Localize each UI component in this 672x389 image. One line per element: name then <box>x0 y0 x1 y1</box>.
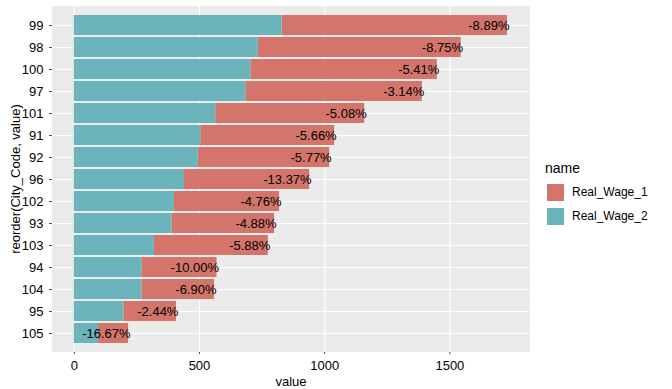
svg-text:500: 500 <box>189 358 211 373</box>
svg-text:-2.44%: -2.44% <box>137 304 179 319</box>
svg-text:-3.14%: -3.14% <box>383 84 425 99</box>
svg-text:-4.76%: -4.76% <box>240 194 282 209</box>
svg-text:-5.77%: -5.77% <box>290 150 332 165</box>
html-text:name: name <box>545 159 580 176</box>
svg-text:94: 94 <box>29 260 43 275</box>
html-text:Real_Wage_2: Real_Wage_2 <box>572 209 648 223</box>
svg-text:98: 98 <box>29 40 43 55</box>
html-text:Real_Wage_1: Real_Wage_1 <box>572 185 648 199</box>
svg-text:-5.66%: -5.66% <box>295 128 337 143</box>
svg-text:-8.89%: -8.89% <box>468 18 510 33</box>
svg-text:101: 101 <box>22 106 44 121</box>
svg-text:reorder(City_Code, value): reorder(City_Code, value) <box>8 104 23 254</box>
svg-text:1500: 1500 <box>435 358 464 373</box>
svg-text:102: 102 <box>22 194 44 209</box>
svg-text:95: 95 <box>29 304 43 319</box>
svg-text:-6.90%: -6.90% <box>175 282 217 297</box>
svg-text:-5.08%: -5.08% <box>326 106 368 121</box>
svg-text:104: 104 <box>22 282 44 297</box>
svg-text:96: 96 <box>29 172 43 187</box>
svg-text:93: 93 <box>29 216 43 231</box>
svg-text:99: 99 <box>29 18 43 33</box>
svg-text:-13.37%: -13.37% <box>263 172 312 187</box>
svg-text:100: 100 <box>22 62 44 77</box>
svg-text:-16.67%: -16.67% <box>82 326 131 341</box>
svg-text:91: 91 <box>29 128 43 143</box>
svg-text:103: 103 <box>22 238 44 253</box>
svg-text:-5.41%: -5.41% <box>398 62 440 77</box>
svg-text:value: value <box>275 374 306 389</box>
svg-text:92: 92 <box>29 150 43 165</box>
svg-text:-5.88%: -5.88% <box>229 238 271 253</box>
svg-text:-10.00%: -10.00% <box>171 260 220 275</box>
svg-text:1000: 1000 <box>310 358 339 373</box>
svg-text:0: 0 <box>71 358 78 373</box>
svg-text:-8.75%: -8.75% <box>422 40 464 55</box>
svg-text:-4.88%: -4.88% <box>235 216 277 231</box>
svg-text:97: 97 <box>29 84 43 99</box>
svg-text:105: 105 <box>22 326 44 341</box>
